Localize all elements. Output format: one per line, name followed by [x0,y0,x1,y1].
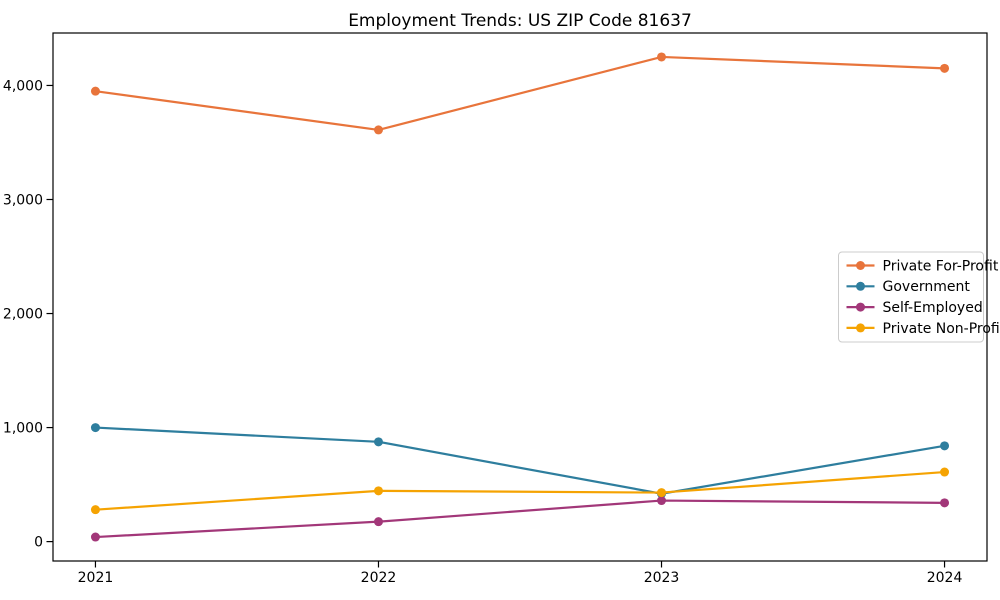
y-tick-label: 3,000 [3,192,43,208]
y-tick-label: 0 [34,535,43,551]
legend-marker-private-for-profit [856,261,865,270]
x-tick-label: 2024 [927,570,963,586]
plot-area-border [52,32,988,562]
series-line-private-for-profit [95,55,945,132]
legend-box [838,251,984,343]
data-point-private-non-profit [657,488,667,498]
legend-label-private-non-profit: Private Non-Profit [883,321,1000,337]
legend-label-self-employed: Self-Employed [883,300,983,316]
data-point-self-employed [657,496,667,506]
data-point-private-for-profit [940,63,950,73]
x-tick-label: 2021 [78,570,114,586]
y-tick-label: 1,000 [3,420,43,436]
series-line-government [95,426,945,495]
data-point-government [940,441,950,451]
data-point-private-non-profit [373,486,383,496]
series-line-private-non-profit [95,470,945,511]
data-point-self-employed [373,517,383,527]
chart-title: Employment Trends: US ZIP Code 81637 [348,11,692,31]
legend-marker-private-non-profit [856,323,865,333]
data-point-private-non-profit [940,467,950,477]
data-point-private-for-profit [90,86,100,96]
legend-label-government: Government [883,279,971,295]
x-tick-label: 2022 [361,570,397,586]
data-point-self-employed [940,498,950,508]
data-point-private-for-profit [373,125,383,135]
data-point-self-employed [90,532,100,542]
data-point-private-for-profit [657,52,667,62]
data-point-government [90,423,100,433]
series-line-self-employed [95,499,945,539]
legend-marker-self-employed [856,302,865,312]
legend-marker-government [856,281,865,291]
data-point-government [373,437,383,447]
x-tick-label: 2023 [644,570,680,586]
data-point-private-non-profit [90,505,100,515]
y-tick-label: 4,000 [3,78,43,94]
legend-label-private-for-profit: Private For-Profit [883,258,999,274]
y-tick-label: 2,000 [3,306,43,322]
